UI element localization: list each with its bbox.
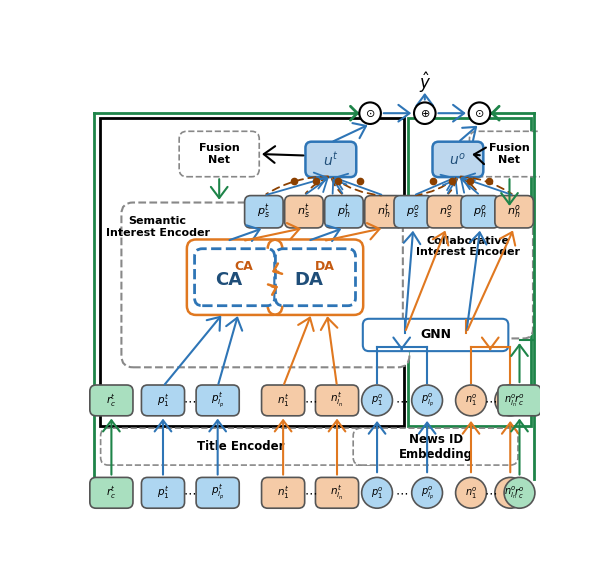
Text: $n_{l_n}^t$: $n_{l_n}^t$ [330,484,344,502]
Text: $\cdots$: $\cdots$ [184,486,196,499]
Circle shape [495,385,526,416]
FancyBboxPatch shape [179,131,259,177]
Text: DA: DA [315,260,335,273]
Text: Fusion
Net: Fusion Net [489,143,530,165]
FancyBboxPatch shape [495,196,533,228]
FancyBboxPatch shape [324,196,363,228]
Text: $\cdots$: $\cdots$ [303,486,317,499]
Text: Fusion
Net: Fusion Net [199,143,240,165]
Circle shape [362,385,393,416]
Text: Title Encoder: Title Encoder [197,440,285,453]
Circle shape [362,477,393,508]
Text: $p_1^t$: $p_1^t$ [157,484,169,501]
Text: $p_{l_p}^o$: $p_{l_p}^o$ [421,484,433,502]
FancyBboxPatch shape [261,477,305,508]
FancyBboxPatch shape [90,477,133,508]
FancyBboxPatch shape [101,428,381,465]
Text: $n_1^o$: $n_1^o$ [465,392,477,408]
FancyBboxPatch shape [275,249,356,305]
FancyBboxPatch shape [122,203,409,367]
Text: $p_1^t$: $p_1^t$ [157,392,169,409]
Text: $n_{l_n}^o$: $n_{l_n}^o$ [504,485,517,501]
Text: GNN: GNN [420,328,451,342]
Text: $\cdots$: $\cdots$ [303,394,317,407]
Text: $r_c^t$: $r_c^t$ [107,484,116,501]
Circle shape [412,477,442,508]
Circle shape [495,477,526,508]
Circle shape [456,385,486,416]
Text: $p_s^o$: $p_s^o$ [406,203,420,220]
Text: $p_{l_p}^t$: $p_{l_p}^t$ [211,391,225,410]
Text: $u^t$: $u^t$ [323,151,339,168]
FancyBboxPatch shape [461,196,500,228]
Text: $p_1^o$: $p_1^o$ [371,392,383,408]
FancyBboxPatch shape [394,196,432,228]
FancyBboxPatch shape [315,385,359,416]
FancyBboxPatch shape [315,477,359,508]
Text: $p_1^o$: $p_1^o$ [371,485,383,500]
Text: $p_h^o$: $p_h^o$ [473,203,487,220]
FancyBboxPatch shape [285,196,323,228]
FancyBboxPatch shape [432,142,483,177]
Text: $n_h^o$: $n_h^o$ [507,203,521,220]
FancyBboxPatch shape [498,385,541,416]
Circle shape [414,102,436,124]
FancyBboxPatch shape [244,196,283,228]
Text: $\cdots$: $\cdots$ [184,394,196,407]
Text: $n_s^t$: $n_s^t$ [297,203,311,221]
Text: Semantic
Interest Encoder: Semantic Interest Encoder [105,216,209,238]
Circle shape [412,385,442,416]
FancyBboxPatch shape [141,385,185,416]
Text: $n_h^t$: $n_h^t$ [377,203,391,221]
FancyBboxPatch shape [353,428,518,465]
Text: $p_s^t$: $p_s^t$ [258,203,270,221]
FancyBboxPatch shape [363,319,508,351]
Text: $\odot$: $\odot$ [365,107,375,119]
FancyBboxPatch shape [196,385,239,416]
Circle shape [469,102,490,124]
Text: $n_1^t$: $n_1^t$ [277,392,290,409]
FancyBboxPatch shape [194,249,275,305]
Text: $\oplus$: $\oplus$ [420,107,430,119]
Text: $n_s^o$: $n_s^o$ [439,203,453,220]
Text: DA: DA [295,272,324,289]
Text: News ID
Embedding: News ID Embedding [399,433,473,461]
Text: $\hat{y}$: $\hat{y}$ [418,70,431,95]
Text: $n_1^t$: $n_1^t$ [277,484,290,501]
Text: CA: CA [234,260,253,273]
Text: Collaborative
Interest Encoder: Collaborative Interest Encoder [416,235,520,257]
Text: $n_1^o$: $n_1^o$ [465,485,477,500]
Text: $n_{l_n}^t$: $n_{l_n}^t$ [330,391,344,409]
FancyBboxPatch shape [365,196,403,228]
Text: $r_c^o$: $r_c^o$ [514,392,525,408]
FancyBboxPatch shape [403,208,533,338]
Text: $\cdots$: $\cdots$ [483,486,497,499]
FancyBboxPatch shape [90,385,133,416]
Circle shape [359,102,381,124]
FancyBboxPatch shape [305,142,356,177]
Text: $u^o$: $u^o$ [450,151,467,168]
FancyBboxPatch shape [427,196,465,228]
Text: $r_c^t$: $r_c^t$ [107,392,116,409]
Text: $\odot$: $\odot$ [474,107,485,119]
Text: $\cdots$: $\cdots$ [483,394,497,407]
Text: $\cdots$: $\cdots$ [395,394,408,407]
Text: $p_{l_p}^o$: $p_{l_p}^o$ [421,391,433,409]
Text: $p_{l_p}^t$: $p_{l_p}^t$ [211,484,225,502]
Circle shape [456,477,486,508]
Text: $n_{l_n}^o$: $n_{l_n}^o$ [504,392,517,409]
FancyBboxPatch shape [141,477,185,508]
Text: $\cdots$: $\cdots$ [395,486,408,499]
FancyBboxPatch shape [470,131,550,177]
FancyBboxPatch shape [261,385,305,416]
Text: $p_h^t$: $p_h^t$ [337,203,351,221]
Circle shape [504,477,535,508]
Text: CA: CA [215,272,242,289]
Text: $r_c^o$: $r_c^o$ [514,485,525,500]
FancyBboxPatch shape [196,477,239,508]
